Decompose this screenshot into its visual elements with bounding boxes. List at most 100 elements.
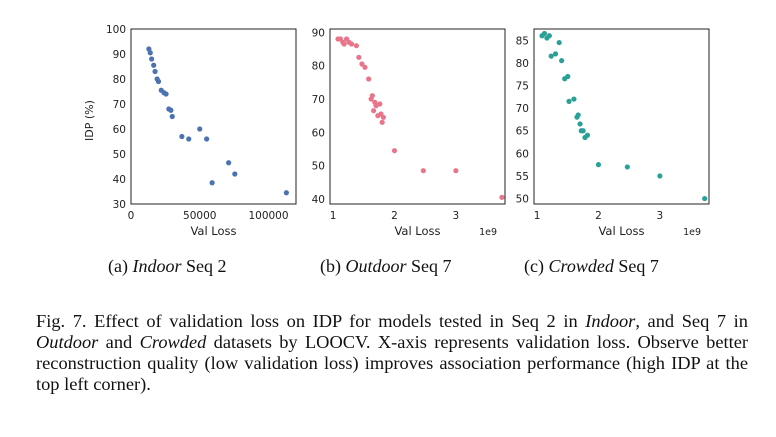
data-point [163,91,169,97]
y-tick-label: 70 [113,99,126,111]
y-tick-label: 70 [516,103,529,115]
x-axis-label: Val Loss [190,224,236,238]
y-tick-label: 90 [312,27,325,39]
data-point [584,132,591,138]
y-tick-label: 55 [516,171,529,183]
data-point [580,128,586,134]
y-tick-label: 80 [516,58,529,70]
data-point [359,61,365,67]
data-point [197,126,203,132]
subcaption-dataset: Outdoor [345,256,407,276]
data-point [147,50,153,56]
data-point [186,136,192,142]
data-point [226,160,232,166]
y-tick-label: 50 [312,161,325,173]
data-point [571,96,577,102]
chart-outdoor: 40 50 60 70 80 90 1 2 3 Val Loss 1e9 [312,27,506,238]
chart-crowded: 50 55 60 65 70 75 80 85 1 2 3 Val Loss 1e9 [516,28,710,238]
x-axis-label: Val Loss [394,224,440,238]
y-tick-label: 90 [113,49,126,61]
data-point [595,162,602,168]
data-point [155,78,162,85]
plot-frame [533,28,710,205]
data-point [168,107,174,113]
data-point [546,33,552,39]
subcaption-indoor: (a) Indoor Seq 2 [108,256,226,277]
subcaption-seq: Seq 7 [618,256,659,276]
y-tick-label: 85 [516,35,529,47]
data-point [151,62,157,68]
data-point [209,180,215,186]
data-point [369,93,375,99]
data-point [377,101,383,107]
data-point [152,68,158,75]
data-point [366,76,372,82]
data-point [552,51,559,57]
x-tick-label: 1 [330,210,337,222]
x-axis-label: Val Loss [598,224,644,238]
data-point [702,195,708,202]
x-tick-label: 50000 [183,210,216,222]
data-point [169,113,175,120]
data-point [204,136,210,142]
subcaption-dataset: Crowded [548,256,614,276]
y-tick-label: 60 [312,127,325,139]
data-point [575,112,581,118]
subcaption-crowded: (c) Crowded Seq 7 [524,256,659,277]
data-point [362,64,368,70]
y-tick-label: 80 [113,74,126,86]
data-point [232,171,238,177]
x-offset-label: 1e9 [479,227,497,238]
data-point [566,98,572,104]
x-tick-label: 2 [595,210,602,222]
data-point [348,41,355,47]
data-point [657,173,663,179]
y-tick-label: 65 [516,126,529,138]
x-tick-label: 0 [128,210,135,222]
data-point [380,114,387,120]
data-point [370,108,377,114]
subcaption-label: (b) [320,256,341,276]
y-tick-label: 60 [516,148,529,160]
data-point [353,43,360,49]
data-point [559,58,565,64]
y-tick-label: 40 [113,174,126,186]
data-point [391,148,398,154]
data-point [453,168,459,174]
x-tick-label: 3 [453,210,460,222]
plot-frame [130,28,297,205]
y-tick-label: 30 [113,199,126,211]
subcaption-label: (c) [524,256,544,276]
y-tick-label: 70 [312,94,325,106]
data-point [283,190,289,196]
plot-frame [329,28,506,205]
subcaption-outdoor: (b) Outdoor Seq 7 [320,256,452,277]
data-point [356,54,362,60]
x-offset-label: 1e9 [683,227,701,238]
x-tick-label: 1 [534,210,541,222]
y-tick-label: 100 [106,24,126,36]
subcaption-label: (a) [108,256,128,276]
y-tick-label: 60 [113,124,126,136]
x-tick-label: 3 [657,210,664,222]
y-tick-label: 50 [516,194,529,206]
data-point [565,73,571,80]
y-axis-label: IDP (%) [83,100,96,141]
data-point [577,121,583,127]
data-point [556,39,562,46]
data-point [541,30,548,37]
y-tick-label: 50 [113,149,126,161]
y-tick-label: 80 [312,61,325,73]
figure-caption: Fig. 7. Effect of validation loss on IDP… [36,311,749,394]
subcaption-seq: Seq 2 [185,256,227,276]
data-point [149,56,155,62]
data-point [341,41,347,47]
y-tick-label: 40 [312,194,325,206]
y-tick-label: 75 [516,81,529,93]
chart-indoor: 30 40 50 60 70 80 90 100 0 50000 100000 Val Loss IDP… [83,24,297,238]
subcaption-dataset: Indoor [132,256,182,276]
data-point [548,53,554,59]
data-point [624,164,630,170]
data-point [379,119,385,125]
